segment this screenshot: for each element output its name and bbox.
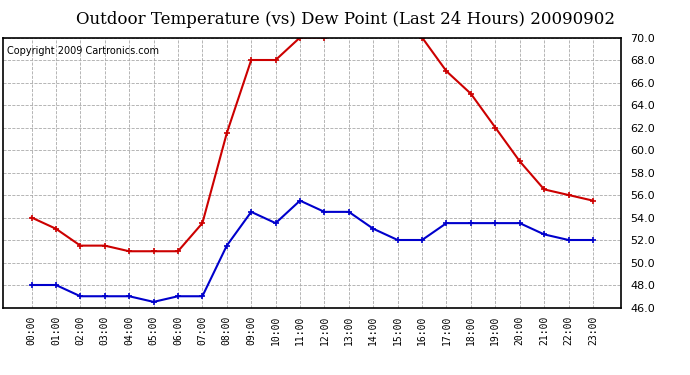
Text: Copyright 2009 Cartronics.com: Copyright 2009 Cartronics.com bbox=[6, 46, 159, 56]
Text: Outdoor Temperature (vs) Dew Point (Last 24 Hours) 20090902: Outdoor Temperature (vs) Dew Point (Last… bbox=[75, 11, 615, 28]
